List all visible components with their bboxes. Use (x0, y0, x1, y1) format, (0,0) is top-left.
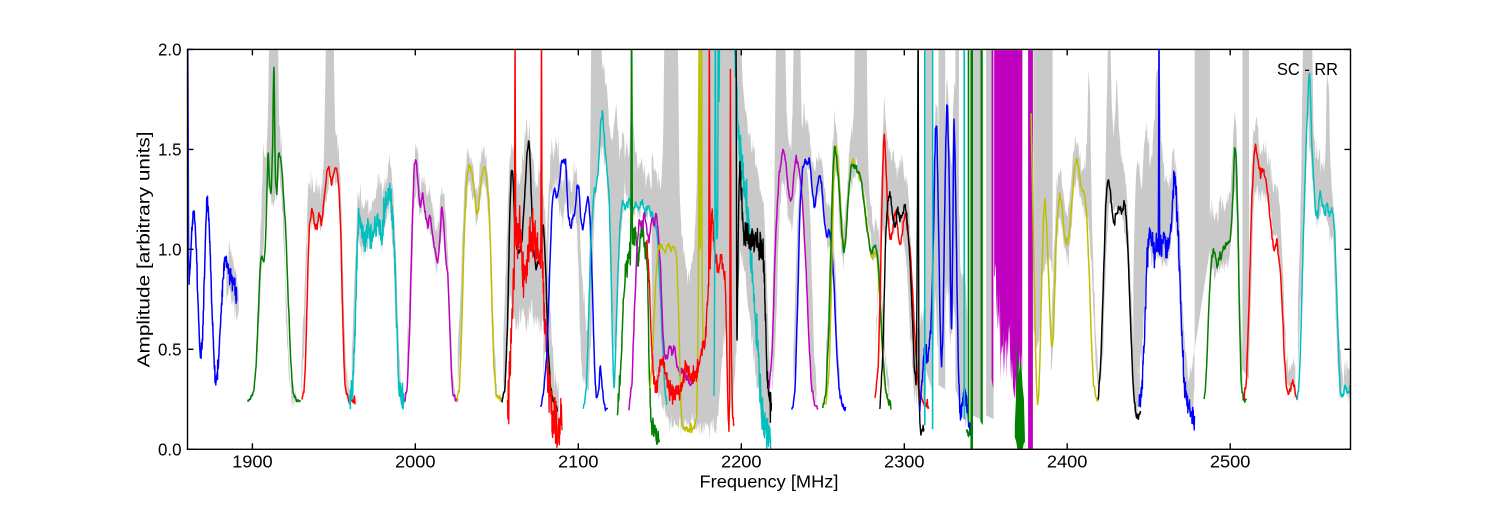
svg-text:1.5: 1.5 (158, 139, 182, 159)
svg-text:2000: 2000 (395, 452, 436, 472)
svg-text:Amplitude [arbitrary units]: Amplitude [arbitrary units] (134, 131, 154, 367)
svg-text:1.0: 1.0 (158, 239, 182, 259)
svg-text:2400: 2400 (1047, 452, 1088, 472)
svg-text:0.5: 0.5 (158, 339, 182, 359)
svg-text:2300: 2300 (884, 452, 925, 472)
svg-text:2.0: 2.0 (158, 39, 182, 59)
svg-text:Frequency [MHz]: Frequency [MHz] (700, 472, 839, 492)
svg-text:0.0: 0.0 (158, 439, 182, 459)
svg-text:SC - RR: SC - RR (1277, 59, 1338, 79)
svg-text:2200: 2200 (721, 452, 762, 472)
svg-text:2100: 2100 (558, 452, 599, 472)
svg-text:2500: 2500 (1210, 452, 1251, 472)
svg-text:1900: 1900 (232, 452, 273, 472)
